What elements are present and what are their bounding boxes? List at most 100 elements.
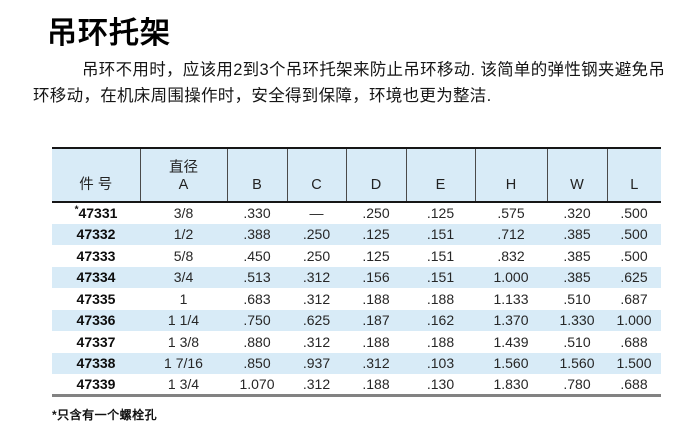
part-number-cell: 47334 [52,266,140,288]
value-cell: 1.000 [607,309,661,331]
table-row: 47336 1 1/4.750.625.187.162 1.370 1.330 1.00… [52,309,661,331]
value-cell: 1 7/16 [140,352,227,374]
value-cell: .625 [607,266,661,288]
value-cell: .188 [426,290,455,307]
value-cell: 1.070 [239,376,275,392]
value-cell: 1.560 [547,352,607,374]
value-cell: .312 [302,333,331,350]
value-cell: .151 [406,223,475,245]
value-cell: .188 [426,333,455,350]
value-cell: 1.439 [493,333,529,350]
value-cell: .385 [563,247,591,264]
value-cell: 1/2 [140,223,227,245]
value-cell: .500 [607,223,661,245]
value-cell: .937 [287,352,346,374]
value-cell: .312 [302,290,331,307]
value-cell: .780 [563,376,591,392]
value-cell: .330 [243,205,271,222]
part-number-cell: 47339 [76,376,116,392]
value-cell: .683 [243,290,271,307]
value-cell: .130 [426,376,455,392]
value-cell: .750 [227,309,287,331]
value-cell: .880 [243,333,271,350]
value-cell: .312 [346,352,406,374]
value-cell: .832 [497,247,525,264]
column-header-diameter-a: 直径 A [139,148,227,203]
value-cell: .250 [287,223,346,245]
value-cell: .312 [287,266,346,288]
value-cell: .388 [227,223,287,245]
value-cell: 1.560 [475,352,547,374]
value-cell: .188 [362,376,390,392]
value-cell: .500 [620,205,648,222]
table-row: 47334 3/4.513.312.156.151 1.000.385.625 [52,266,661,288]
value-cell: 1 3/4 [167,376,200,392]
value-cell: .312 [302,376,331,392]
value-cell: .103 [406,352,475,374]
intro-paragraph: 吊环不用时，应该用2到3个吊环托架来防止吊环移动. 该简单的弹性钢夹避免吊环移动… [33,61,666,105]
value-cell: .510 [563,290,591,307]
value-cell: .188 [362,290,390,307]
value-cell: 1.000 [475,266,547,288]
table-row: 47337 1 3/8 .880 .312 .188 .188 1.439 .510 .688 [52,331,661,353]
table-row: 47339 1 3/4 1.070 .312 .188 .130 1.830 .780 .688 [52,374,661,396]
value-cell: 1 1/4 [140,309,227,331]
table-row: 47335 1 .683 .312 .188 .188 1.133 .510 .687 [52,288,661,310]
value-cell: 1.133 [493,290,529,307]
part-number-cell: 47335 [76,290,116,307]
value-cell: .510 [563,333,591,350]
part-number-cell: 47336 [52,309,140,331]
value-cell: 1 [179,290,188,307]
value-cell: 1.330 [547,309,607,331]
column-header-e: E [405,148,475,203]
value-cell: .156 [346,266,406,288]
column-header-d: D [345,148,406,203]
value-cell: .151 [426,247,455,264]
value-cell: 5/8 [173,247,194,264]
part-number-cell: 47338 [52,352,140,374]
table-row: 47333 5/8 .450 .250 .125 .151 .832 .385 .500 [52,245,661,267]
page-title: 吊环托架 [47,17,171,50]
value-cell: .250 [302,247,331,264]
part-number-cell: *47331 [74,204,118,222]
value-cell: .188 [362,333,390,350]
value-cell: .688 [620,376,648,392]
value-cell: .250 [362,205,390,222]
value-cell: .125 [362,247,390,264]
value-cell: .712 [475,223,547,245]
part-number-cell: 47333 [76,247,116,264]
value-cell: 3/4 [140,266,227,288]
part-number-cell: 47337 [76,333,116,350]
spec-table-body: *47331 3/8.330— .250.125.575.320.500 47332 1… [52,202,661,396]
value-cell: .125 [426,205,455,222]
value-cell: 1.370 [475,309,547,331]
column-header-c: C [286,148,346,203]
spec-table: 件 号直径 A B C D E H W L *47331 3/8.330— .250.125.575… [52,147,661,397]
column-header-w: W [546,148,607,203]
value-cell: — [309,205,324,222]
value-cell: .151 [406,266,475,288]
header-row: 件 号直径 A B C D E H W L [52,148,661,203]
column-header-part-no: 件 号 [52,148,140,203]
value-cell: .500 [620,247,648,264]
value-cell: .187 [346,309,406,331]
value-cell: 1 3/8 [167,333,200,350]
table-row: *47331 3/8 .330 — .250 .125 .575 .320 .500 [52,202,661,224]
value-cell: .320 [563,205,591,222]
value-cell: .385 [547,266,607,288]
column-header-b: B [226,148,287,203]
value-cell: 3/8 [173,205,194,222]
value-cell: .162 [406,309,475,331]
value-cell: .513 [227,266,287,288]
value-cell: 1.500 [607,352,661,374]
part-number-cell: 47332 [52,223,140,245]
value-cell: .688 [620,333,648,350]
value-cell: .850 [227,352,287,374]
column-header-h: H [474,148,547,203]
value-cell: .575 [497,205,525,222]
column-header-l: L [606,148,661,203]
value-cell: .385 [547,223,607,245]
value-cell: .125 [346,223,406,245]
value-cell: .687 [620,290,648,307]
